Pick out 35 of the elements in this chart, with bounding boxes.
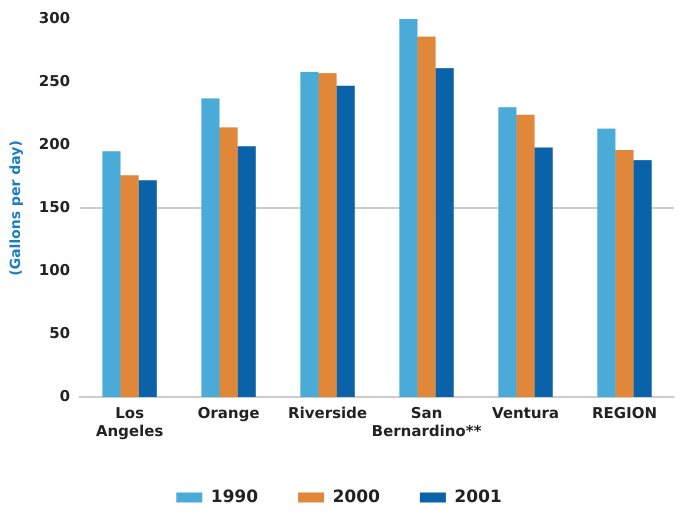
- legend-label: 2001: [454, 486, 502, 507]
- x-tick-label: Riverside: [288, 404, 368, 422]
- bar: [615, 150, 634, 397]
- bar: [138, 180, 157, 397]
- legend-label: 2000: [332, 486, 380, 507]
- y-tick-label: 100: [38, 260, 70, 279]
- y-axis-title: (Gallons per day): [8, 140, 24, 276]
- y-tick-label: 250: [38, 72, 70, 90]
- bar: [238, 146, 256, 397]
- y-tick-label: 0: [60, 386, 70, 405]
- bar: [417, 36, 436, 397]
- x-tick-label: San Bernardino**: [372, 404, 482, 440]
- x-tick-label: REGION: [592, 404, 658, 422]
- x-tick-label: Los Angeles: [96, 404, 164, 440]
- bar: [597, 128, 616, 397]
- x-tick-label: Ventura: [492, 404, 560, 422]
- bar: [120, 175, 139, 397]
- legend-label: 1990: [210, 486, 258, 507]
- bar: [300, 72, 318, 397]
- bar: [436, 68, 454, 397]
- bar: [318, 73, 337, 397]
- y-tick-label: 150: [38, 198, 70, 216]
- bar: [399, 19, 418, 397]
- bar: [336, 86, 355, 397]
- bar: [634, 160, 652, 397]
- y-tick-label: 50: [49, 324, 70, 342]
- y-tick-label: 200: [38, 134, 70, 153]
- bar: [498, 107, 516, 397]
- bar: [102, 151, 121, 397]
- bar: [516, 114, 535, 397]
- y-tick-label: 300: [38, 8, 70, 27]
- bar: [220, 127, 238, 397]
- bar: [201, 98, 220, 397]
- x-tick-label: Orange: [198, 404, 260, 422]
- bar: [534, 148, 553, 397]
